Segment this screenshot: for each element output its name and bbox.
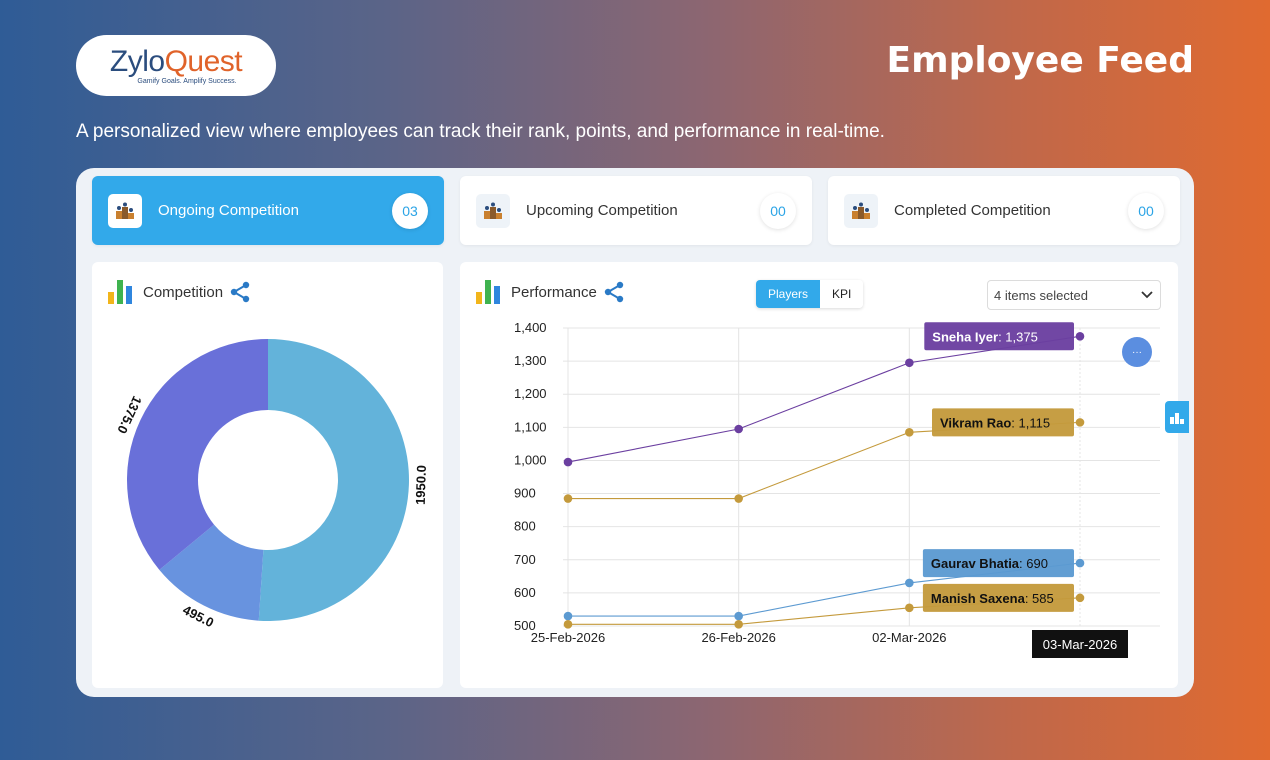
main-panel: Ongoing Competition 03 Upcoming Competit… [76, 168, 1194, 697]
y-tick-label: 1,200 [514, 386, 547, 401]
hover-date-label: 03-Mar-2026 [1043, 637, 1117, 652]
y-tick-label: 1,400 [514, 320, 547, 335]
series-label-value: : 585 [1025, 591, 1054, 606]
series-line [567, 335, 1081, 463]
page-subtitle: A personalized view where employees can … [76, 121, 885, 142]
multiselect-value: 4 items selected [994, 287, 1088, 303]
series-label-name: Sneha Iyer [932, 329, 998, 344]
data-point [563, 457, 573, 467]
tab-upcoming-competition[interactable]: Upcoming Competition 00 [460, 176, 812, 245]
series-label-value: : 1,375 [998, 329, 1038, 344]
y-tick-label: 600 [514, 585, 536, 600]
donut-slice [258, 339, 409, 621]
data-point [905, 603, 914, 613]
series-end-label: Vikram Rao: 1,115 [932, 408, 1074, 437]
data-point [734, 611, 743, 621]
bar-chart-icon [108, 280, 134, 304]
side-panel-toggle[interactable] [1165, 401, 1189, 433]
competition-card: Competition 1950.0 495.0 1375.0 [92, 262, 443, 688]
y-tick-label: 900 [514, 486, 536, 501]
competition-card-header: Competition [108, 280, 251, 304]
data-point [1075, 418, 1085, 427]
leaderboard-icon [1170, 413, 1184, 424]
brand-logo: ZyloQuest Gamify Goals. Amplify Success. [76, 35, 276, 96]
series-label-text: Sneha Iyer: 1,375 [932, 329, 1038, 344]
competition-card-title: Competition [143, 283, 224, 301]
tab-label: Completed Competition [894, 202, 1051, 219]
y-tick-label: 700 [514, 552, 536, 567]
data-point [563, 620, 573, 629]
performance-card-title: Performance [511, 283, 597, 301]
donut-slice [159, 524, 264, 621]
data-point [1075, 593, 1085, 603]
performance-card: Performance Players KPI 4 items selected… [460, 262, 1178, 688]
logo-tagline: Gamify Goals. Amplify Success. [137, 77, 237, 85]
data-point [1075, 331, 1085, 341]
donut-slice [127, 339, 268, 570]
series-label-text: Vikram Rao: 1,115 [940, 415, 1050, 430]
x-tick-label: 26-Feb-2026 [701, 630, 775, 645]
series-end-label: Sneha Iyer: 1,375 [924, 322, 1074, 351]
more-options-button[interactable]: ··· [1122, 337, 1152, 367]
donut-slice-label: 1950.0 [413, 465, 429, 505]
podium-icon [476, 193, 510, 228]
data-point [905, 358, 914, 368]
player-multiselect-dropdown[interactable]: 4 items selected [987, 280, 1161, 310]
players-kpi-toggle: Players KPI [756, 280, 864, 308]
tab-ongoing-competition[interactable]: Ongoing Competition 03 [92, 176, 444, 245]
series-label-value: : 1,115 [1011, 415, 1050, 430]
data-point [905, 578, 914, 588]
share-icon[interactable] [229, 281, 251, 303]
tab-label: Upcoming Competition [526, 202, 678, 219]
series-label-text: Gaurav Bhatia: 690 [931, 556, 1048, 571]
series-end-label: Gaurav Bhatia: 690 [922, 549, 1074, 578]
tab-label: Ongoing Competition [158, 202, 299, 219]
series-label-name: Vikram Rao [940, 415, 1011, 430]
logo-wordmark: ZyloQuest [109, 44, 243, 78]
y-tick-label: 1,000 [514, 452, 547, 467]
data-point [905, 428, 914, 437]
tab-completed-competition[interactable]: Completed Competition 00 [828, 176, 1180, 245]
page-title: Employee Feed [886, 40, 1194, 81]
y-tick-label: 1,100 [514, 419, 547, 434]
y-tick-label: 500 [514, 618, 536, 633]
performance-card-header: Performance [476, 280, 625, 304]
data-point [1075, 558, 1085, 568]
x-tick-label: 25-Feb-2026 [531, 630, 605, 645]
series-label-box [922, 549, 1074, 578]
data-point [734, 620, 743, 629]
data-point [734, 424, 743, 434]
series-label-text: Manish Saxena: 585 [931, 591, 1054, 606]
share-icon[interactable] [603, 281, 625, 303]
series-label-name: Gaurav Bhatia [931, 556, 1020, 571]
kpi-toggle-button[interactable]: KPI [820, 280, 864, 308]
podium-icon [844, 193, 878, 228]
performance-line-chart: 500 600 700 800 900 1,000 1,100 1,200 1,300 1,400… [514, 320, 1160, 658]
x-tick-label: 02-Mar-2026 [872, 630, 946, 645]
logo-zylo: Zylo [109, 44, 165, 78]
data-point [563, 611, 573, 621]
data-point [734, 494, 743, 503]
series-label-box [932, 408, 1074, 437]
data-point [563, 494, 573, 503]
series-label-name: Manish Saxena [931, 591, 1026, 606]
series-label-value: : 690 [1019, 556, 1048, 571]
tab-count-badge: 00 [1128, 192, 1164, 229]
chevron-down-icon [1141, 291, 1153, 299]
players-toggle-button[interactable]: Players [756, 280, 821, 308]
y-tick-label: 800 [514, 519, 536, 534]
series-label-box [922, 583, 1074, 612]
logo-quest: Quest [164, 44, 243, 78]
tab-count-badge: 03 [392, 192, 428, 229]
series-label-box [924, 322, 1074, 351]
bar-chart-icon [476, 280, 502, 304]
hover-date-box [1032, 630, 1128, 658]
y-tick-label: 1,300 [514, 353, 547, 368]
podium-icon [108, 193, 142, 228]
series-end-label: Manish Saxena: 585 [922, 583, 1074, 612]
tab-count-badge: 00 [760, 192, 796, 229]
